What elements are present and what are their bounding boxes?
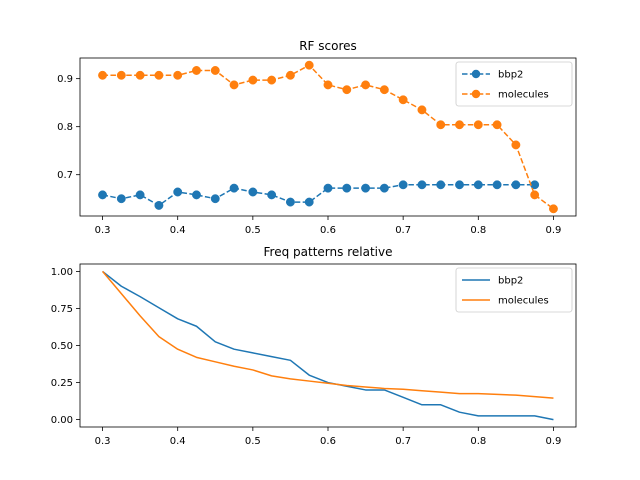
legend-marker-molecules: [471, 89, 481, 99]
data-point-bbp2: [323, 183, 333, 193]
data-point-bbp2: [492, 180, 502, 190]
chart-title: Freq patterns relative: [264, 245, 393, 259]
data-point-bbp2: [173, 187, 183, 197]
axes-frame: [79, 263, 577, 428]
x-tick-label: 0.8: [470, 436, 486, 447]
data-point-molecules: [549, 204, 558, 214]
data-point-molecules: [267, 75, 277, 85]
data-point-molecules: [135, 70, 145, 80]
series-molecules: [98, 60, 558, 214]
data-point-bbp2: [398, 180, 408, 190]
data-point-bbp2: [98, 190, 107, 200]
y-tick-label: 0.9: [57, 74, 73, 85]
series-line-molecules: [101, 270, 554, 399]
data-point-molecules: [304, 60, 314, 70]
y-tick-label: 0.8: [57, 122, 73, 133]
data-point-molecules: [417, 105, 427, 115]
data-point-molecules: [154, 70, 164, 80]
data-point-bbp2: [116, 194, 126, 204]
series-bbp2: [98, 180, 540, 210]
data-point-molecules: [379, 85, 389, 95]
y-tick-label: 0.25: [51, 378, 73, 389]
data-point-molecules: [116, 70, 126, 80]
data-point-molecules: [210, 66, 220, 75]
data-point-molecules: [398, 95, 408, 105]
x-tick-label: 0.7: [395, 436, 411, 447]
y-tick-label: 0.75: [51, 304, 73, 315]
data-point-bbp2: [511, 180, 521, 190]
data-point-molecules: [473, 120, 483, 130]
data-point-bbp2: [135, 190, 145, 200]
x-tick-label: 0.9: [546, 436, 562, 447]
legend-label-molecules: molecules: [498, 296, 549, 307]
data-point-bbp2: [267, 190, 277, 200]
x-tick-label: 0.3: [95, 436, 111, 447]
subplot-1: RF scores 0.3 0.4 0.5 0.6 0.7 0.8 0.9 0.7 0.8 0.9 b…: [57, 39, 577, 236]
legend: bbp2 molecules: [455, 267, 573, 313]
x-tick-label: 0.4: [170, 436, 186, 447]
y-tick-label: 0.00: [51, 415, 73, 426]
data-point-bbp2: [417, 180, 427, 190]
data-point-bbp2: [473, 180, 483, 190]
data-point-molecules: [248, 75, 258, 85]
x-tick-label: 0.4: [170, 225, 186, 236]
data-point-bbp2: [379, 183, 389, 193]
data-point-molecules: [229, 80, 239, 90]
data-point-molecules: [511, 140, 521, 150]
x-tick-label: 0.9: [546, 225, 562, 236]
data-point-molecules: [492, 120, 502, 130]
y-tick-label: 0.7: [57, 170, 73, 181]
data-point-molecules: [323, 80, 333, 90]
data-point-bbp2: [210, 194, 220, 204]
data-point-bbp2: [192, 190, 201, 200]
data-point-molecules: [436, 120, 446, 130]
data-point-bbp2: [342, 183, 352, 193]
data-point-bbp2: [285, 197, 295, 207]
data-point-molecules: [192, 66, 201, 75]
x-tick-label: 0.5: [245, 436, 261, 447]
data-point-molecules: [530, 190, 540, 200]
data-point-bbp2: [229, 183, 239, 193]
data-point-bbp2: [455, 180, 464, 190]
data-point-bbp2: [361, 183, 371, 193]
data-point-molecules: [173, 70, 183, 80]
legend: bbp2 molecules: [455, 61, 573, 107]
data-point-bbp2: [530, 180, 540, 190]
legend-frame: [455, 267, 573, 313]
series-line-bbp2: [102, 184, 535, 207]
data-point-bbp2: [154, 200, 164, 210]
subplot-2: Freq patterns relative 0.3 0.4 0.5 0.6 0.7 0.8…: [51, 245, 577, 447]
data-point-bbp2: [248, 187, 258, 197]
x-tick-label: 0.6: [320, 225, 336, 236]
x-tick-label: 0.5: [245, 225, 261, 236]
data-point-molecules: [98, 70, 107, 80]
series-molecules: [101, 270, 554, 399]
x-tick-label: 0.3: [95, 225, 111, 236]
x-tick-label: 0.6: [320, 436, 336, 447]
legend-label-bbp2: bbp2: [498, 70, 523, 81]
chart-title: RF scores: [299, 39, 357, 53]
legend-frame: [455, 61, 573, 107]
data-point-molecules: [361, 80, 371, 90]
x-tick-label: 0.8: [470, 225, 486, 236]
legend-label-molecules: molecules: [498, 90, 549, 101]
legend-label-bbp2: bbp2: [498, 276, 523, 287]
y-tick-label: 0.50: [51, 341, 73, 352]
data-point-molecules: [342, 85, 352, 95]
data-point-bbp2: [436, 180, 446, 190]
data-point-bbp2: [304, 197, 314, 207]
axes-frame: [79, 57, 577, 217]
data-point-molecules: [285, 70, 295, 80]
x-tick-label: 0.7: [395, 225, 411, 236]
data-point-molecules: [455, 120, 464, 130]
y-tick-label: 1.00: [51, 267, 73, 278]
legend-marker-bbp2: [471, 69, 481, 79]
